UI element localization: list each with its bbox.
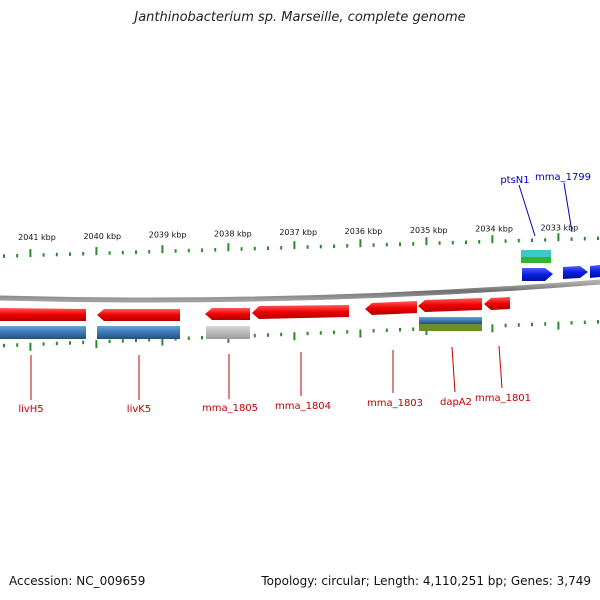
gene-arrow-mma-1801[interactable] <box>484 297 510 310</box>
gene-label-dapA2: dapA2 <box>440 397 472 408</box>
ruler-label: 2038 kbp <box>214 229 252 238</box>
gene-arrow-mma-1799[interactable] <box>563 266 588 279</box>
gene-label-mma-1803: mma_1803 <box>367 398 423 409</box>
ruler-label: 2036 kbp <box>345 227 383 236</box>
gene-label-mma-1805: mma_1805 <box>202 403 258 414</box>
cog-bar-livK5 <box>97 326 180 339</box>
cog-bar-livH5 <box>0 326 86 339</box>
genome-backbone <box>0 279 600 303</box>
label-leader-mma-1801 <box>498 345 503 389</box>
cog-bar-mma-1805 <box>206 326 250 339</box>
ruler-label: 2037 kbp <box>279 228 317 237</box>
genome-summary: Topology: circular; Length: 4,110,251 bp… <box>261 574 591 588</box>
label-leader-mma-1799 <box>563 182 573 233</box>
accession-label: Accession: NC_009659 <box>9 574 146 588</box>
gene-label-mma-1804: mma_1804 <box>275 401 331 412</box>
gene-arrow-livK5[interactable] <box>97 309 180 321</box>
gene-arrow-mma-1803[interactable] <box>365 301 417 315</box>
map-title: Janthinobacterium sp. Marseille, complet… <box>134 10 466 25</box>
ruler-label: 2040 kbp <box>83 232 121 241</box>
gene-label-mma-1801: mma_1801 <box>475 393 531 404</box>
gene-label-ptsN1: ptsN1 <box>500 175 529 186</box>
cog-bar-dapA2-blue <box>419 317 482 324</box>
label-leader-ptsN1 <box>518 184 536 237</box>
label-leader-dapA2 <box>451 346 456 393</box>
gene-label-livK5: livK5 <box>127 404 151 415</box>
ruler-label: 2035 kbp <box>410 226 448 235</box>
ruler-label: 2034 kbp <box>475 225 513 234</box>
gene-arrow-offscreen[interactable] <box>590 265 600 278</box>
gene-label-livH5: livH5 <box>18 404 43 415</box>
ruler-label: 2033 kbp <box>541 223 579 232</box>
cog-bar-ptsN1-cyan <box>521 250 551 257</box>
cog-bar-dapA2-olive <box>419 324 482 331</box>
gene-arrow-livH5[interactable] <box>0 308 86 321</box>
gene-arrow-dapA2[interactable] <box>418 298 482 312</box>
ruler-label: 2039 kbp <box>149 231 187 240</box>
gene-arrow-ptsN1[interactable] <box>522 268 553 281</box>
ruler-label: 2041 kbp <box>18 233 56 242</box>
cog-bar-ptsN1-green <box>521 257 551 263</box>
gene-arrow-mma-1804[interactable] <box>252 305 349 319</box>
gene-label-mma-1799: mma_1799 <box>535 172 591 183</box>
gene-arrow-mma-1805[interactable] <box>205 308 250 320</box>
